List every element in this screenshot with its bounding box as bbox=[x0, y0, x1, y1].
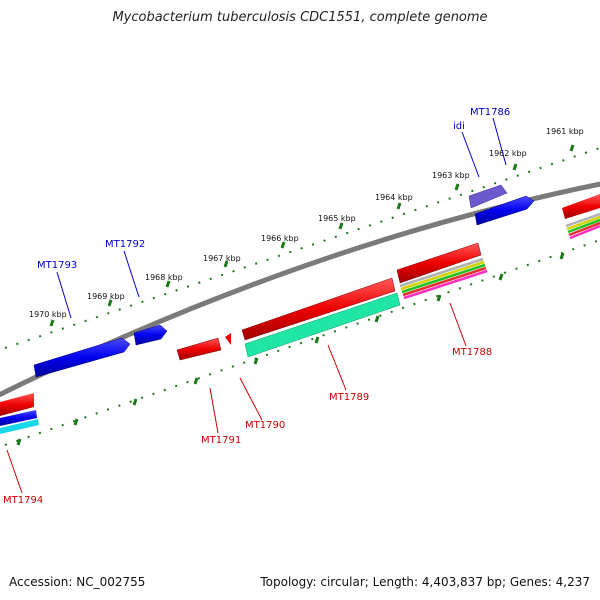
page-title: Mycobacterium tuberculosis CDC1551, comp… bbox=[112, 10, 488, 25]
gene-right-red[interactable] bbox=[562, 194, 600, 219]
gene-MT1794-block[interactable] bbox=[0, 393, 34, 416]
gene-label-MT1786: MT1786 bbox=[470, 107, 510, 118]
tick-label: 1963 kbp bbox=[432, 171, 470, 180]
gene-MT1789[interactable] bbox=[244, 292, 401, 358]
inner-tick-track bbox=[4, 239, 600, 446]
gene-MT1794-blue[interactable] bbox=[0, 410, 37, 426]
tick-label: 1961 kbp bbox=[546, 127, 584, 136]
gene-MT1794-cyan[interactable] bbox=[0, 419, 39, 434]
tick-label: 1967 kbp bbox=[203, 254, 241, 263]
gene-MT1788-red[interactable] bbox=[396, 242, 482, 284]
gene-MT1786[interactable] bbox=[474, 195, 535, 226]
gene-label-idi: idi bbox=[453, 121, 465, 132]
tick-label: 1964 kbp bbox=[375, 193, 413, 202]
outer-major-ticks bbox=[49, 144, 575, 327]
gene-label-MT1793: MT1793 bbox=[37, 260, 77, 271]
gene-right-stripes bbox=[565, 212, 600, 240]
tick-label: 1966 kbp bbox=[261, 234, 299, 243]
gene-idi[interactable] bbox=[468, 184, 508, 209]
gene-MT1792[interactable] bbox=[133, 324, 168, 346]
tick-label: 1969 kbp bbox=[87, 292, 125, 301]
gene-label-MT1789: MT1789 bbox=[329, 392, 369, 403]
genome-stats-label: Topology: circular; Length: 4,403,837 bp… bbox=[260, 575, 590, 589]
genome-backbone bbox=[0, 181, 600, 398]
reverse-genes bbox=[0, 194, 600, 434]
gene-label-MT1788: MT1788 bbox=[452, 347, 492, 358]
gene-MT1788-stripes bbox=[399, 257, 488, 300]
tick-label: 1968 kbp bbox=[145, 273, 183, 282]
gene-MT1793[interactable] bbox=[33, 337, 131, 378]
tick-label: 1962 kbp bbox=[489, 149, 527, 158]
gene-MT1791[interactable] bbox=[176, 337, 222, 361]
accession-label: Accession: NC_002755 bbox=[9, 575, 146, 589]
gene-label-MT1794: MT1794 bbox=[3, 495, 43, 506]
gene-MT1790[interactable] bbox=[225, 333, 231, 345]
label-leaders bbox=[6, 117, 507, 494]
gene-label-MT1792: MT1792 bbox=[105, 239, 145, 250]
inner-major-ticks bbox=[16, 252, 565, 446]
tick-label: 1965 kbp bbox=[318, 214, 356, 223]
forward-genes bbox=[33, 184, 535, 378]
tick-labels: 1961 kbp 1962 kbp 1963 kbp 1964 kbp 1965… bbox=[29, 127, 584, 319]
gene-labels: MT1786 idi MT1792 MT1793 MT1788 MT1789 M… bbox=[3, 107, 510, 506]
outer-tick-track bbox=[4, 147, 600, 349]
tick-label: 1970 kbp bbox=[29, 310, 67, 319]
gene-MT1789-red[interactable] bbox=[241, 277, 396, 341]
gene-label-MT1790: MT1790 bbox=[245, 420, 285, 431]
gene-label-MT1791: MT1791 bbox=[201, 435, 241, 446]
